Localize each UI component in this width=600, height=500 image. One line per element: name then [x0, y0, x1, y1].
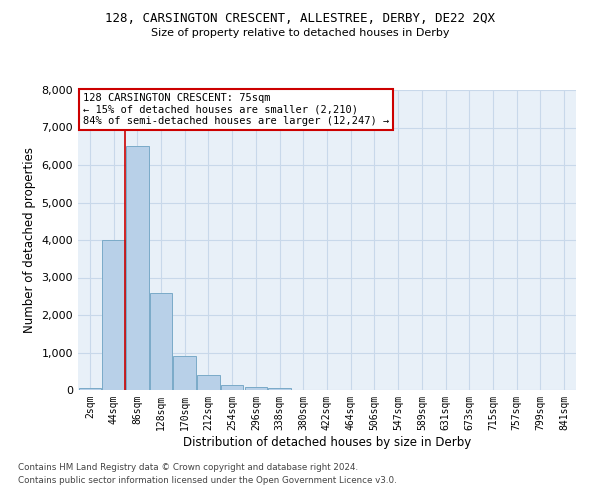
- X-axis label: Distribution of detached houses by size in Derby: Distribution of detached houses by size …: [183, 436, 471, 448]
- Bar: [173, 356, 196, 390]
- Bar: [126, 146, 149, 390]
- Bar: [197, 375, 220, 390]
- Bar: [245, 386, 267, 390]
- Text: Contains HM Land Registry data © Crown copyright and database right 2024.: Contains HM Land Registry data © Crown c…: [18, 464, 358, 472]
- Y-axis label: Number of detached properties: Number of detached properties: [23, 147, 36, 333]
- Bar: [150, 292, 172, 390]
- Text: 128, CARSINGTON CRESCENT, ALLESTREE, DERBY, DE22 2QX: 128, CARSINGTON CRESCENT, ALLESTREE, DER…: [105, 12, 495, 26]
- Text: 128 CARSINGTON CRESCENT: 75sqm
← 15% of detached houses are smaller (2,210)
84% : 128 CARSINGTON CRESCENT: 75sqm ← 15% of …: [83, 93, 389, 126]
- Text: Contains public sector information licensed under the Open Government Licence v3: Contains public sector information licen…: [18, 476, 397, 485]
- Bar: [79, 388, 101, 390]
- Bar: [268, 388, 291, 390]
- Bar: [221, 385, 244, 390]
- Bar: [103, 240, 125, 390]
- Text: Size of property relative to detached houses in Derby: Size of property relative to detached ho…: [151, 28, 449, 38]
